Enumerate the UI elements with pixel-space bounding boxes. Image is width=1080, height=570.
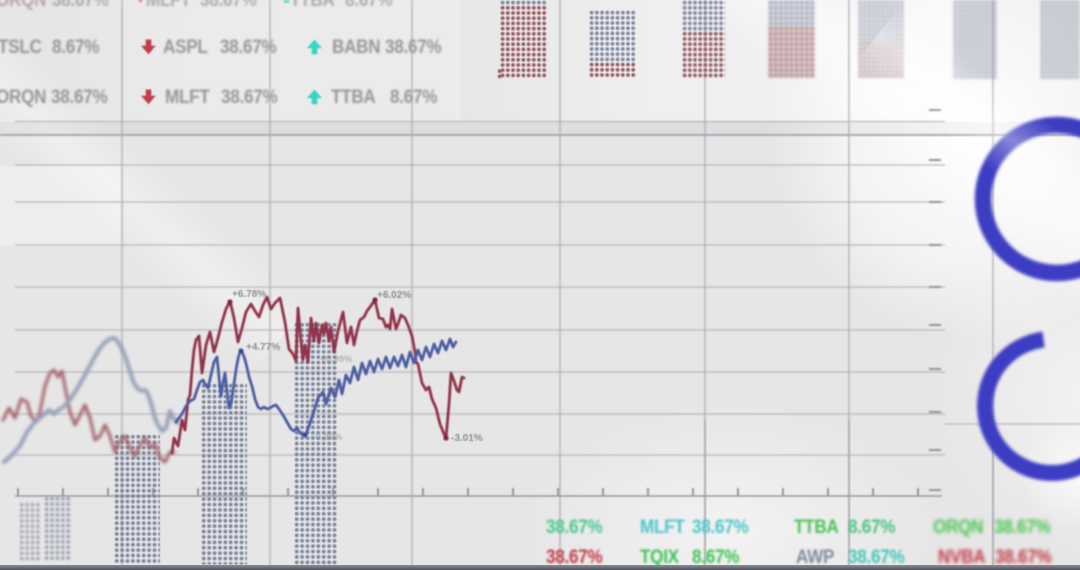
svg-text:+0.38%: +0.38% [310,432,343,443]
svg-text:+6.02%: +6.02% [377,290,411,301]
svg-text:-3.01%: -3.01% [451,433,483,444]
svg-text:+0.99%: +0.99% [320,354,353,365]
svg-text:+4.77%: +4.77% [246,342,280,353]
svg-text:+6.78%: +6.78% [232,289,266,300]
